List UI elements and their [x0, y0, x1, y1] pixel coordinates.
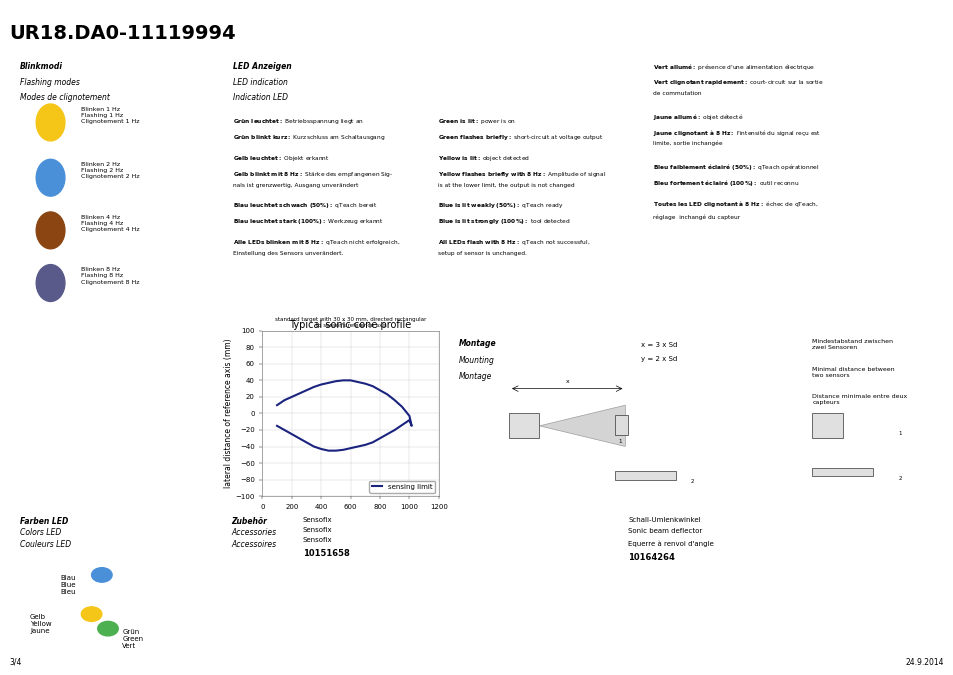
Circle shape	[36, 212, 65, 249]
Text: $\bf{Vert\ allumé:}$ présence d'une alimentation électrique: $\bf{Vert\ allumé:}$ présence d'une alim…	[653, 62, 815, 72]
Text: y = 2 x Sd: y = 2 x Sd	[639, 356, 676, 362]
Text: $\bf{Alle\ LEDs\ blinken\ mit\ 8\ Hz:}$ qTeach nicht erfolgreich,: $\bf{Alle\ LEDs\ blinken\ mit\ 8\ Hz:}$ …	[233, 238, 399, 247]
Text: Montage: Montage	[458, 372, 492, 381]
Text: $\bf{Blau\ leuchtet\ stark\ (100\%):}$ Werkzeug erkannt: $\bf{Blau\ leuchtet\ stark\ (100\%):}$ W…	[233, 217, 383, 226]
Text: $\bf{Vert\ clignotant\ rapidement:}$ court-circuit sur la sortie: $\bf{Vert\ clignotant\ rapidement:}$ cou…	[653, 78, 823, 86]
Text: Flashing modes: Flashing modes	[20, 78, 80, 86]
Circle shape	[91, 568, 112, 582]
Text: 24.9.2014: 24.9.2014	[905, 658, 943, 667]
Bar	[812, 413, 841, 438]
Text: 10151658: 10151658	[302, 549, 349, 558]
Text: Blinken 1 Hz
Flashing 1 Hz
Clignotement 1 Hz: Blinken 1 Hz Flashing 1 Hz Clignotement …	[81, 107, 140, 124]
Text: Blinken 2 Hz
Flashing 2 Hz
Clignotement 2 Hz: Blinken 2 Hz Flashing 2 Hz Clignotement …	[81, 162, 140, 180]
Text: 2: 2	[898, 476, 901, 481]
Text: $\bf{All\ LEDs\ flash\ with\ 8\ Hz:}$ qTeach not successful,: $\bf{All\ LEDs\ flash\ with\ 8\ Hz:}$ qT…	[437, 238, 590, 247]
Text: $\bf{Grün\ blinkt\ kurz:}$ Kurzschluss am Schaltausgang: $\bf{Grün\ blinkt\ kurz:}$ Kurzschluss a…	[233, 133, 385, 142]
Text: Sonic beam deflector: Sonic beam deflector	[627, 529, 701, 535]
Text: UR18.DA0-11119994: UR18.DA0-11119994	[10, 24, 236, 43]
Text: standard target with 30 x 30 mm, directed rectangular
to sensor's reference axis: standard target with 30 x 30 mm, directe…	[275, 317, 426, 328]
FancyBboxPatch shape	[443, 329, 953, 497]
Text: 10164264: 10164264	[627, 554, 675, 562]
Text: is at the lower limit, the output is not changed: is at the lower limit, the output is not…	[437, 183, 575, 188]
Text: Blinken 4 Hz
Flashing 4 Hz
Clignotement 4 Hz: Blinken 4 Hz Flashing 4 Hz Clignotement …	[81, 215, 140, 232]
Text: $\bf{Bleu\ fortement\ éclairé\ (100\%):}$ outil reconnu: $\bf{Bleu\ fortement\ éclairé\ (100\%):}…	[653, 178, 799, 188]
Text: LED Anzeigen: LED Anzeigen	[233, 62, 291, 71]
Text: x: x	[565, 379, 569, 383]
Circle shape	[97, 622, 118, 636]
Text: $\bf{Toutes\ les\ LED\ clignotant\ à\ 8\ Hz:}$ échec de qTeach,: $\bf{Toutes\ les\ LED\ clignotant\ à\ 8\…	[653, 199, 819, 209]
Circle shape	[36, 159, 65, 196]
Text: $\bf{Blue\ is\ lit\ weakly\ (50\%):}$ qTeach ready: $\bf{Blue\ is\ lit\ weakly\ (50\%):}$ qT…	[437, 201, 563, 211]
Text: Distance minimale entre deux
capteurs: Distance minimale entre deux capteurs	[812, 394, 906, 405]
FancyBboxPatch shape	[6, 507, 218, 657]
Text: Modes de clignotement: Modes de clignotement	[20, 93, 110, 103]
FancyBboxPatch shape	[6, 49, 218, 323]
Text: nals ist grenzwertig, Ausgang unverändert: nals ist grenzwertig, Ausgang unveränder…	[233, 183, 357, 188]
Text: 3/4: 3/4	[10, 658, 22, 667]
Text: $\bf{Gelb\ leuchtet:}$ Objekt erkannt: $\bf{Gelb\ leuchtet:}$ Objekt erkannt	[233, 154, 329, 163]
Circle shape	[36, 104, 65, 141]
Bar	[509, 413, 538, 438]
Bar	[615, 415, 627, 435]
Circle shape	[81, 607, 102, 622]
Text: x = 3 x Sd: x = 3 x Sd	[639, 342, 677, 348]
Text: Minimal distance between
two sensors: Minimal distance between two sensors	[812, 367, 894, 378]
Text: Colors LED: Colors LED	[20, 529, 61, 537]
Text: Blau
Blue
Bleu: Blau Blue Bleu	[61, 575, 76, 595]
Legend: sensing limit: sensing limit	[369, 481, 435, 493]
Title: Typical sonic cone profile: Typical sonic cone profile	[289, 320, 412, 330]
Text: $\bf{Blue\ is\ lit\ strongly\ (100\%):}$ tool detected: $\bf{Blue\ is\ lit\ strongly\ (100\%):}$…	[437, 217, 571, 226]
Text: Indication LED: Indication LED	[233, 93, 287, 103]
Text: Farben LED: Farben LED	[20, 517, 68, 526]
Text: LED indication: LED indication	[233, 78, 287, 86]
Text: $\bf{Jaune\ clignotant\ à\ 8\ Hz:}$ l'intensité du signal reçu est: $\bf{Jaune\ clignotant\ à\ 8\ Hz:}$ l'in…	[653, 128, 821, 138]
Text: Einstellung des Sensors unverändert.: Einstellung des Sensors unverändert.	[233, 252, 342, 256]
Text: 1: 1	[618, 439, 621, 444]
Text: Sensofix: Sensofix	[302, 527, 332, 533]
Text: Blinken 8 Hz
Flashing 8 Hz
Clignotement 8 Hz: Blinken 8 Hz Flashing 8 Hz Clignotement …	[81, 267, 140, 285]
Text: Sensofix: Sensofix	[302, 517, 332, 523]
Bar	[812, 468, 872, 477]
Polygon shape	[538, 405, 625, 447]
Text: Sensofix: Sensofix	[302, 537, 332, 543]
FancyBboxPatch shape	[219, 507, 453, 657]
FancyBboxPatch shape	[215, 49, 652, 323]
Text: Mounting: Mounting	[458, 356, 494, 365]
Text: $\bf{Blau\ leuchtet\ schwach\ (50\%):}$ qTeach bereit: $\bf{Blau\ leuchtet\ schwach\ (50\%):}$ …	[233, 201, 376, 211]
Text: $\bf{Jaune\ allumé:}$ objet détecté: $\bf{Jaune\ allumé:}$ objet détecté	[653, 112, 743, 122]
Text: setup of sensor is unchanged.: setup of sensor is unchanged.	[437, 252, 527, 256]
Text: Gelb
Yellow
Jaune: Gelb Yellow Jaune	[30, 614, 51, 634]
Text: Zubehör: Zubehör	[231, 517, 267, 526]
Text: limite, sortie inchangée: limite, sortie inchangée	[653, 141, 722, 146]
Text: Blinkmodi: Blinkmodi	[20, 62, 63, 71]
Circle shape	[36, 265, 65, 302]
Text: $\bf{Green\ flashes\ briefly:}$ short-circuit at voltage output: $\bf{Green\ flashes\ briefly:}$ short-ci…	[437, 133, 603, 142]
Bar	[615, 471, 675, 479]
Text: $\bf{Yellow\ flashes\ briefly\ with\ 8\ Hz:}$ Amplitude of signal: $\bf{Yellow\ flashes\ briefly\ with\ 8\ …	[437, 170, 606, 179]
Text: Accessoires: Accessoires	[231, 540, 275, 549]
Text: réglage  inchangé du capteur: réglage inchangé du capteur	[653, 215, 740, 220]
Text: $\bf{Grün\ leuchtet:}$ Betriebsspannung liegt an: $\bf{Grün\ leuchtet:}$ Betriebsspannung …	[233, 117, 363, 126]
Text: Accessories: Accessories	[231, 529, 275, 537]
Text: Grün
Green
Vert: Grün Green Vert	[122, 628, 143, 649]
Text: 1: 1	[898, 431, 901, 436]
Text: $\bf{Yellow\ is\ lit:}$ object detected: $\bf{Yellow\ is\ lit:}$ object detected	[437, 154, 530, 163]
Text: $\bf{Gelb\ blinkt\ mit\ 8\ Hz:}$ Stärke des empfangenen Sig-: $\bf{Gelb\ blinkt\ mit\ 8\ Hz:}$ Stärke …	[233, 170, 393, 179]
Text: Schall-Umlenkwinkel: Schall-Umlenkwinkel	[627, 517, 700, 523]
Text: $\bf{Green\ is\ lit:}$ power is on: $\bf{Green\ is\ lit:}$ power is on	[437, 117, 516, 126]
Text: de commutation: de commutation	[653, 91, 701, 96]
X-axis label: object distance (So) from sensor front (mm): object distance (So) from sensor front (…	[266, 512, 435, 522]
Text: Couleurs LED: Couleurs LED	[20, 540, 71, 549]
Text: 2: 2	[690, 479, 694, 484]
Text: Mindestabstand zwischen
zwei Sensoren: Mindestabstand zwischen zwei Sensoren	[812, 339, 893, 350]
Y-axis label: lateral distance of reference axis (mm): lateral distance of reference axis (mm)	[223, 339, 233, 488]
Text: Montage: Montage	[458, 339, 496, 348]
Text: Equerre à renvoi d'angle: Equerre à renvoi d'angle	[627, 540, 713, 547]
Text: $\bf{Bleu\ faiblement\ éclairé\ (50\%):}$ qTeach opérationnel: $\bf{Bleu\ faiblement\ éclairé\ (50\%):}…	[653, 162, 819, 172]
